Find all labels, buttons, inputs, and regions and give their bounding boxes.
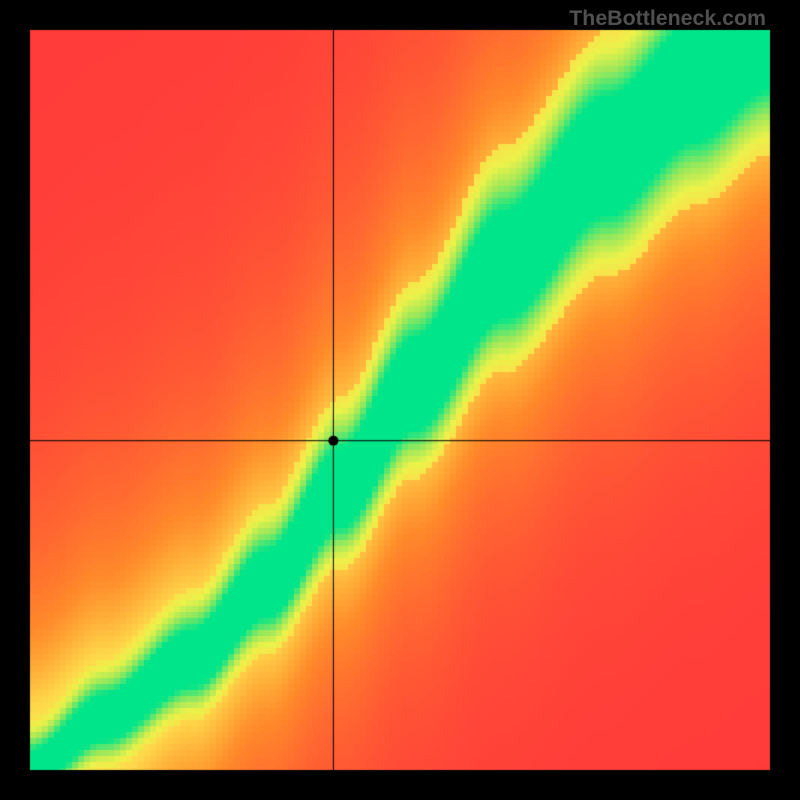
watermark-text: TheBottleneck.com	[569, 6, 766, 31]
bottleneck-heatmap	[0, 0, 800, 800]
chart-container: TheBottleneck.com	[0, 0, 800, 800]
